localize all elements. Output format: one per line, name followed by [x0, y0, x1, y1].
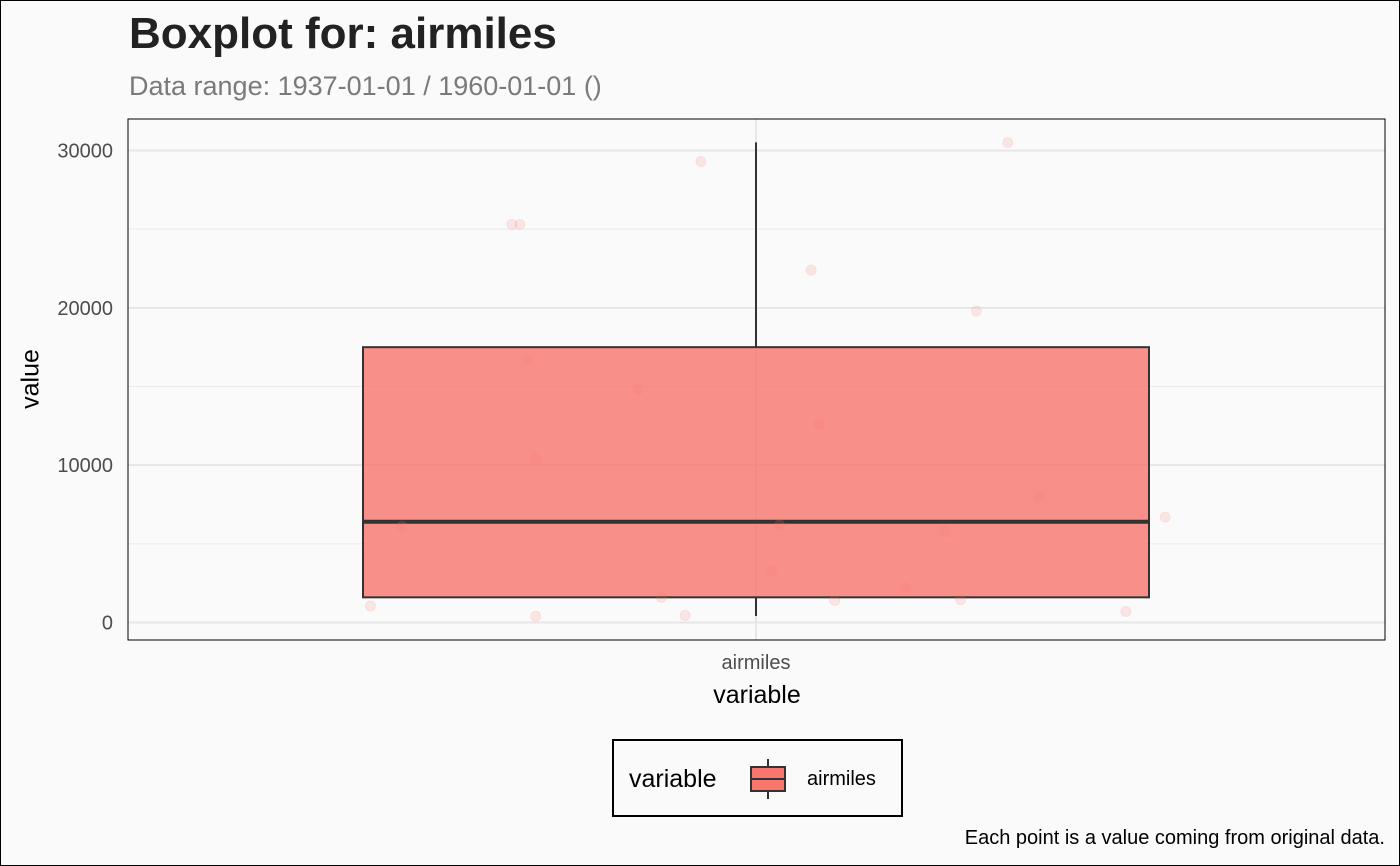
data-point	[530, 610, 542, 622]
data-point	[805, 264, 817, 276]
data-point	[1033, 491, 1045, 503]
y-tick-label: 30000	[57, 141, 113, 163]
data-point	[396, 521, 408, 533]
data-point	[774, 519, 786, 531]
data-point	[530, 453, 542, 465]
data-point	[829, 594, 841, 606]
data-point	[679, 609, 691, 621]
data-point	[970, 305, 982, 317]
data-point	[1159, 511, 1171, 523]
y-tick-label: 0	[102, 613, 113, 635]
data-point	[955, 594, 967, 606]
chart-subtitle: Data range: 1937-01-01 / 1960-01-01 ()	[129, 71, 602, 101]
y-tick-label: 10000	[57, 455, 113, 477]
data-point	[900, 582, 912, 594]
data-point	[522, 354, 534, 366]
y-tick-label: 20000	[57, 298, 113, 320]
legend-key-icon	[750, 759, 786, 799]
data-point	[695, 156, 707, 168]
data-point	[514, 218, 526, 230]
box-iqr	[362, 346, 1150, 599]
data-point	[766, 565, 778, 577]
data-point	[656, 591, 668, 603]
data-point	[813, 418, 825, 430]
data-point	[1002, 137, 1014, 149]
data-point	[506, 218, 518, 230]
legend-item-label: airmiles	[807, 768, 876, 790]
chart-title: Boxplot for: airmiles	[129, 9, 557, 58]
chart-caption: Each point is a value coming from origin…	[964, 827, 1385, 849]
y-axis-label: value	[16, 349, 45, 409]
panel-border	[127, 118, 1386, 641]
data-point	[364, 600, 376, 612]
data-point	[632, 384, 644, 396]
x-tick-label: airmiles	[722, 652, 791, 674]
legend-title: variable	[629, 765, 717, 793]
data-point	[1120, 605, 1132, 617]
x-axis-label: variable	[713, 681, 801, 709]
legend: variable airmiles	[612, 739, 903, 817]
data-point	[939, 525, 951, 537]
